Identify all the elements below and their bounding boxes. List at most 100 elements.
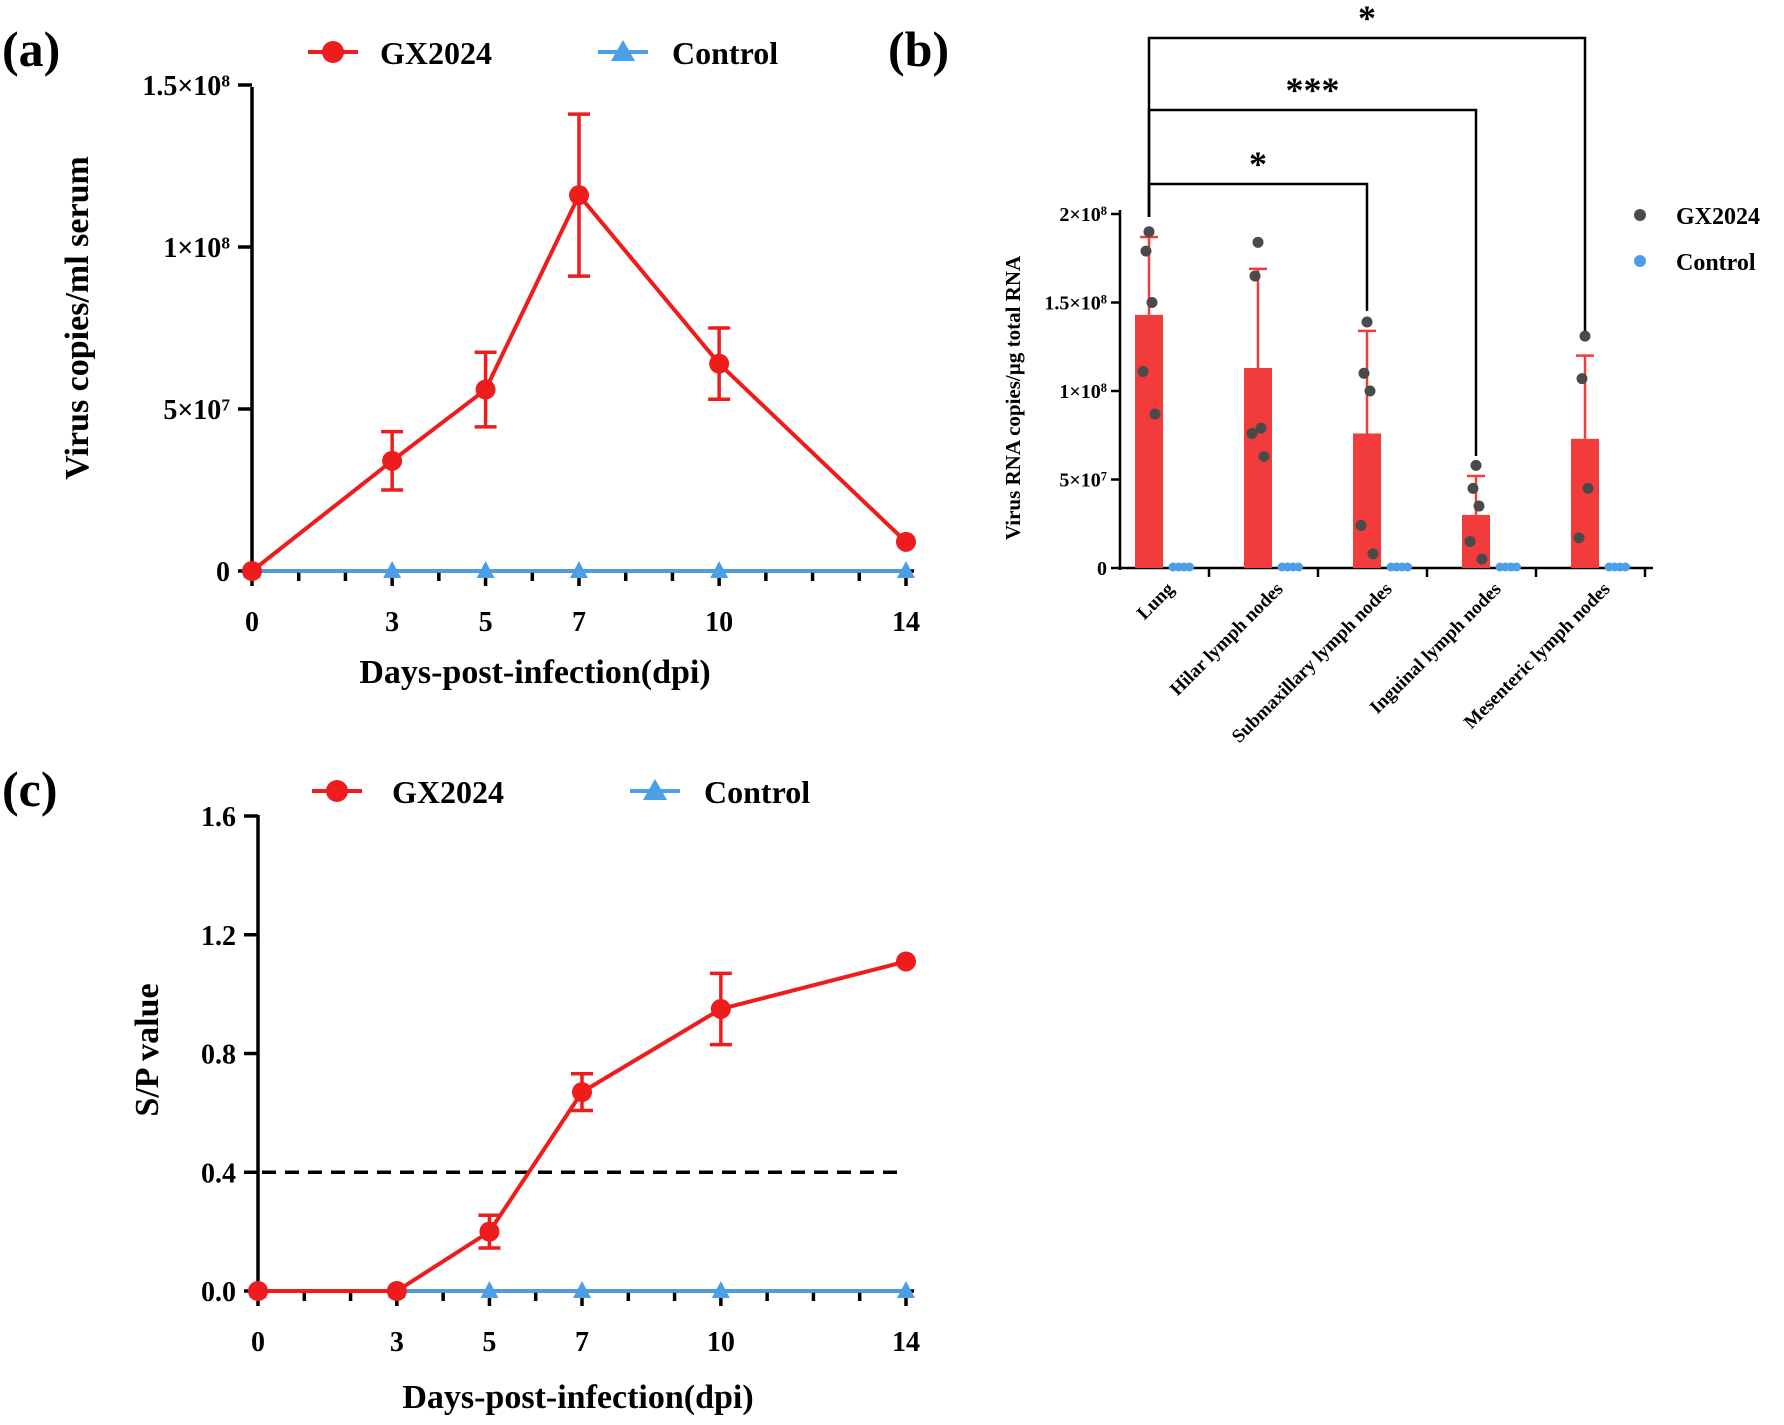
data-point-gx2024 [1476, 553, 1488, 565]
y-tick-label-exponent: 8 [1101, 292, 1107, 306]
data-point-gx2024 [1582, 482, 1594, 494]
panel-b: (b) ***** GX2024 Control 05×1071×1081.5×… [888, 0, 1760, 747]
y-tick-label-base: 1.5×10 [1044, 293, 1100, 315]
y-axis-title-b: Virus RNA copies/µg total RNA [1001, 255, 1025, 540]
data-point-control [573, 1281, 591, 1298]
bar-gx2024 [1353, 433, 1381, 568]
y-tick-label: 0.0 [201, 1277, 236, 1308]
data-point-gx2024 [1355, 520, 1367, 532]
data-point-gx2024 [1137, 366, 1149, 378]
y-tick-label: 0 [216, 557, 230, 588]
series-line-gx2024 [250, 191, 908, 573]
data-point-control [1403, 562, 1412, 572]
y-tick-label-base: 1.6 [201, 802, 236, 833]
data-point-control [897, 561, 915, 578]
data-point-gx2024 [572, 1082, 592, 1103]
y-tick-label-base: 0 [1097, 558, 1107, 580]
data-point-control [1185, 562, 1194, 572]
y-tick-label: 1.5×108 [142, 71, 230, 102]
legend-b-control-label: Control [1676, 250, 1756, 276]
data-point-control [1621, 562, 1630, 572]
bar-gx2024 [1571, 438, 1599, 568]
data-point-gx2024 [1579, 330, 1591, 342]
significance-label: * [1358, 0, 1376, 38]
data-point-gx2024 [386, 1281, 407, 1301]
y-tick-label-base: 5×10 [163, 395, 221, 426]
data-point-gx2024 [1140, 245, 1152, 257]
data-point-gx2024 [1473, 500, 1485, 512]
legend-b-gx2024-label: GX2024 [1676, 204, 1760, 230]
y-tick-label: 1.2 [201, 921, 236, 952]
y-tick-label-base: 0 [216, 557, 230, 588]
y-tick-label-exponent: 8 [1101, 381, 1107, 395]
x-tick-label: 3 [390, 1327, 404, 1358]
legend-c: GX2024 Control [312, 774, 810, 810]
x-tick-label: 0 [245, 607, 259, 638]
x-tick-label: 14 [892, 1327, 920, 1358]
y-tick-label-base: 5×10 [1059, 470, 1100, 492]
bar-gx2024 [1135, 314, 1163, 568]
data-point-gx2024 [1249, 270, 1261, 282]
y-tick-label-exponent: 8 [221, 71, 230, 90]
x-axis-title-a: Days-post-infection(dpi) [359, 654, 710, 691]
legend-b: GX2024 Control [1634, 204, 1760, 276]
data-point-gx2024 [1146, 297, 1158, 308]
data-point-gx2024 [1467, 482, 1479, 494]
significance-bracket [1147, 36, 1587, 336]
x-tick-label: 5 [482, 1327, 496, 1358]
panel-a-label: (a) [2, 21, 60, 77]
y-tick-label-base: 1.2 [201, 921, 236, 952]
data-point-control [476, 561, 495, 578]
data-point-gx2024 [896, 951, 916, 972]
significance-bracket [1147, 108, 1478, 456]
data-point-gx2024 [1255, 422, 1267, 434]
bar-gx2024 [1244, 367, 1272, 568]
x-tick-label: 5 [479, 607, 493, 638]
x-tick-label: 14 [892, 607, 920, 638]
legend-a-gx2024-label: GX2024 [380, 35, 492, 71]
y-axis-title-c: S/P value [129, 983, 166, 1116]
significance-label: * [1249, 144, 1267, 184]
panel-c-label: (c) [2, 761, 58, 817]
panel-c: (c) GX2024 Control 0.0 0.4 0.8 1.2 1.6 0 3 5 7 1… [2, 761, 920, 1416]
y-tick-label: 0.4 [201, 1158, 236, 1189]
data-point-gx2024 [1149, 408, 1161, 420]
legend-c-control-marker [643, 779, 667, 800]
data-point-control [383, 561, 402, 578]
legend-b-gx2024-marker [1634, 209, 1646, 221]
data-point-control [480, 1281, 499, 1298]
x-tick-label: 10 [705, 607, 733, 638]
x-tick-label: 3 [385, 607, 399, 638]
legend-c-gx2024-marker [326, 780, 348, 802]
legend-c-control-label: Control [704, 774, 810, 810]
data-point-gx2024 [1246, 427, 1258, 439]
y-tick-label-exponent: 7 [221, 395, 230, 414]
y-tick-label: 5×107 [163, 395, 230, 426]
y-tick-label-base: 2×10 [1059, 204, 1100, 226]
y-tick-label: 1×108 [1059, 381, 1107, 403]
data-point-gx2024 [1358, 367, 1370, 379]
y-tick-label-exponent: 7 [1101, 469, 1107, 483]
data-point-gx2024 [709, 353, 730, 374]
y-tick-label-base: 0.0 [201, 1277, 236, 1308]
x-category-label: Lung [1133, 578, 1179, 624]
x-tick-label: 10 [707, 1327, 735, 1358]
data-point-gx2024 [382, 450, 403, 471]
x-tick-label: 7 [572, 607, 586, 638]
data-point-gx2024 [242, 561, 262, 581]
legend-c-gx2024-label: GX2024 [392, 774, 504, 810]
y-tick-label-base: 1.5×10 [142, 71, 221, 102]
data-point-gx2024 [896, 531, 916, 552]
data-point-control [711, 1281, 730, 1298]
legend-a-control-marker [611, 40, 635, 61]
y-tick-label: 0.8 [201, 1040, 236, 1071]
y-tick-label: 2×108 [1059, 204, 1107, 226]
data-point-gx2024 [1258, 450, 1270, 462]
data-point-gx2024 [1576, 373, 1588, 385]
x-axis-title-c: Days-post-infection(dpi) [402, 1379, 753, 1416]
data-point-gx2024 [475, 379, 496, 400]
y-axis-title-a: Virus copies/ml serum [59, 156, 96, 480]
y-tick-label: 1.6 [201, 802, 236, 833]
data-point-gx2024 [1464, 535, 1476, 547]
